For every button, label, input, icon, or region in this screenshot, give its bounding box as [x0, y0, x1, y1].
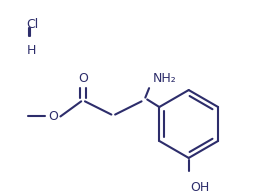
Text: O: O — [48, 110, 58, 123]
Text: NH₂: NH₂ — [153, 72, 177, 85]
Text: H: H — [27, 44, 36, 57]
Text: Cl: Cl — [27, 18, 39, 31]
Text: O: O — [78, 72, 88, 85]
Text: OH: OH — [191, 181, 210, 194]
